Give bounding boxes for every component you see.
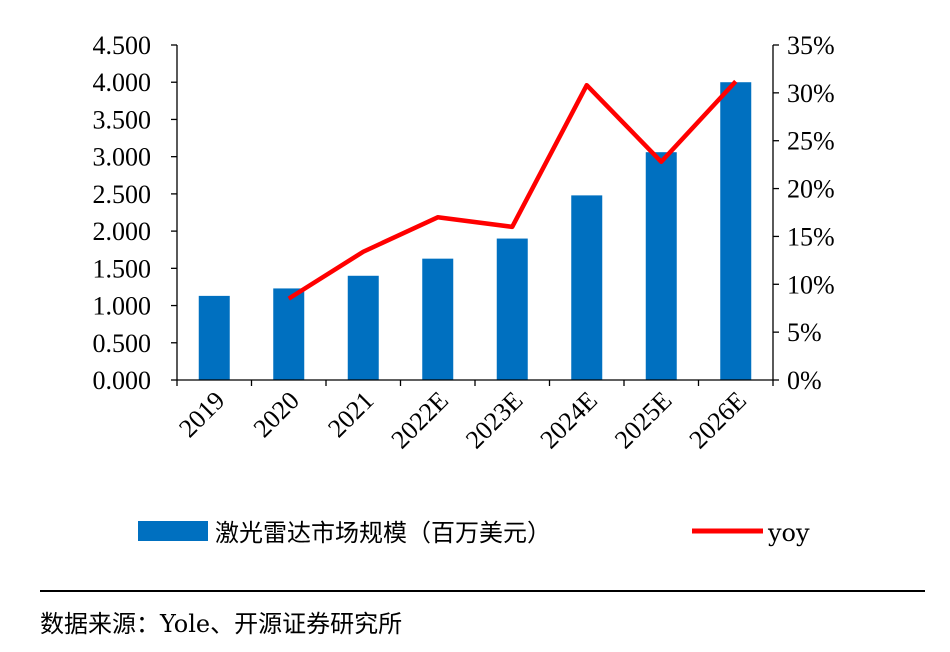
left-tick-label: 3.500 (93, 105, 152, 134)
right-tick-label: 5% (787, 318, 822, 347)
legend-label-yoy: yoy (767, 519, 810, 547)
bar (273, 288, 305, 380)
x-tick-label: 2022E (385, 386, 454, 455)
left-y-axis: 0.000 0.500 1.000 1.500 2.000 2.500 3.000 3.500… (93, 31, 178, 395)
x-tick-label: 2024E (534, 386, 603, 455)
right-tick-label: 25% (787, 127, 835, 156)
x-tick-label: 2025E (609, 386, 678, 455)
left-tick-label: 1.500 (93, 254, 152, 283)
x-axis: 2019 2020 2021 2022E 2023E 2024E 2025E 2026E (173, 379, 774, 455)
legend-swatch-market-size (138, 521, 208, 541)
left-tick-label: 4.500 (93, 31, 152, 60)
chart: 0.000 0.500 1.000 1.500 2.000 2.500 3.000 3.500… (93, 31, 835, 547)
right-tick-label: 15% (787, 222, 835, 251)
bar (720, 82, 752, 380)
bar-series (198, 82, 752, 380)
right-tick-label: 0% (787, 366, 822, 395)
legend: 激光雷达市场规模（百万美元） yoy (138, 519, 810, 547)
right-tick-label: 20% (787, 175, 835, 204)
right-tick-label: 35% (787, 31, 835, 60)
right-tick-label: 30% (787, 79, 835, 108)
bar (198, 295, 230, 380)
bar (645, 152, 677, 380)
source-note: 数据来源：Yole、开源证券研究所 (40, 610, 403, 638)
x-tick-label: 2026E (683, 386, 752, 455)
x-tick-label: 2023E (460, 386, 529, 455)
bar (496, 238, 528, 380)
source-divider (40, 590, 925, 592)
left-tick-label: 2.000 (93, 217, 152, 246)
left-tick-label: 0.500 (93, 329, 152, 358)
bar (571, 195, 603, 380)
left-tick-label: 0.000 (93, 366, 152, 395)
x-tick-label: 2020 (248, 386, 305, 443)
x-tick-label: 2019 (173, 386, 230, 443)
bar (347, 275, 379, 380)
right-y-axis: 0% 5% 10% 15% 20% 25% 30% 35% (772, 31, 835, 395)
left-tick-label: 1.000 (93, 292, 152, 321)
bar (422, 258, 454, 380)
left-tick-label: 3.000 (93, 143, 152, 172)
left-tick-label: 4.000 (93, 68, 152, 97)
legend-label-market-size: 激光雷达市场规模（百万美元） (215, 519, 551, 547)
left-tick-label: 2.500 (93, 180, 152, 209)
x-tick-label: 2021 (322, 386, 379, 443)
right-tick-label: 10% (787, 270, 835, 299)
yoy-line-series (287, 79, 738, 301)
